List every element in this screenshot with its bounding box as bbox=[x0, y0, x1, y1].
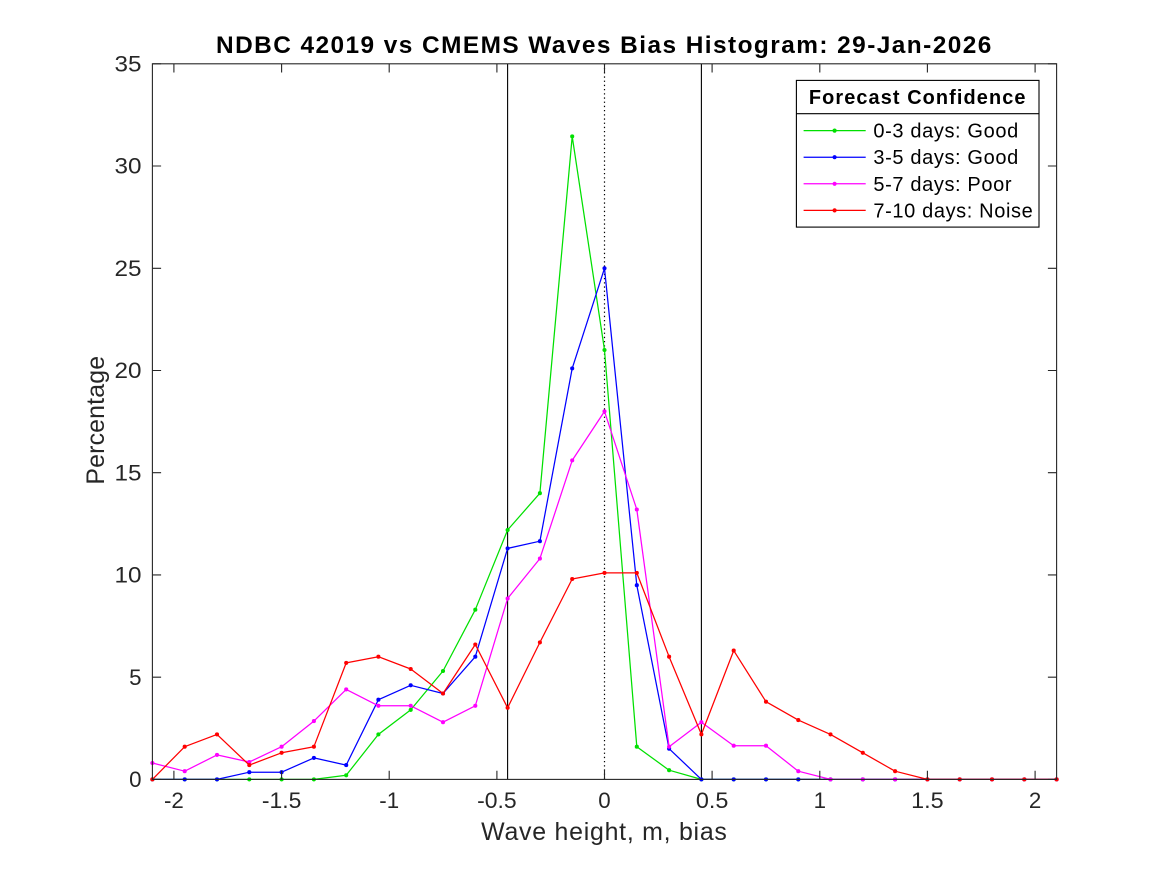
svg-text:-1: -1 bbox=[379, 788, 399, 813]
svg-text:-2: -2 bbox=[164, 788, 184, 813]
svg-text:0-3 days: Good: 0-3 days: Good bbox=[873, 121, 1018, 143]
svg-text:5-7 days: Poor: 5-7 days: Poor bbox=[873, 174, 1012, 196]
svg-text:0: 0 bbox=[129, 767, 141, 792]
svg-text:3-5 days: Good: 3-5 days: Good bbox=[873, 147, 1018, 169]
svg-text:Forecast Confidence: Forecast Confidence bbox=[809, 87, 1027, 109]
svg-text:1.5: 1.5 bbox=[911, 788, 944, 813]
svg-text:20: 20 bbox=[115, 358, 142, 383]
svg-text:Wave height, m, bias: Wave height, m, bias bbox=[481, 818, 728, 846]
svg-text:NDBC 42019 vs CMEMS Waves Bias: NDBC 42019 vs CMEMS Waves Bias Histogram… bbox=[216, 32, 993, 59]
svg-text:1: 1 bbox=[814, 788, 826, 813]
svg-text:-1.5: -1.5 bbox=[262, 788, 302, 813]
svg-text:15: 15 bbox=[115, 460, 142, 485]
svg-text:0: 0 bbox=[598, 788, 610, 813]
svg-text:0.5: 0.5 bbox=[696, 788, 729, 813]
svg-text:25: 25 bbox=[115, 256, 142, 281]
svg-text:2: 2 bbox=[1029, 788, 1041, 813]
svg-text:-0.5: -0.5 bbox=[477, 788, 517, 813]
svg-text:5: 5 bbox=[129, 665, 141, 690]
svg-text:Percentage: Percentage bbox=[82, 356, 110, 485]
svg-text:7-10 days: Noise: 7-10 days: Noise bbox=[873, 200, 1033, 222]
svg-text:30: 30 bbox=[115, 154, 142, 179]
svg-text:10: 10 bbox=[115, 563, 142, 588]
svg-text:35: 35 bbox=[115, 52, 142, 77]
